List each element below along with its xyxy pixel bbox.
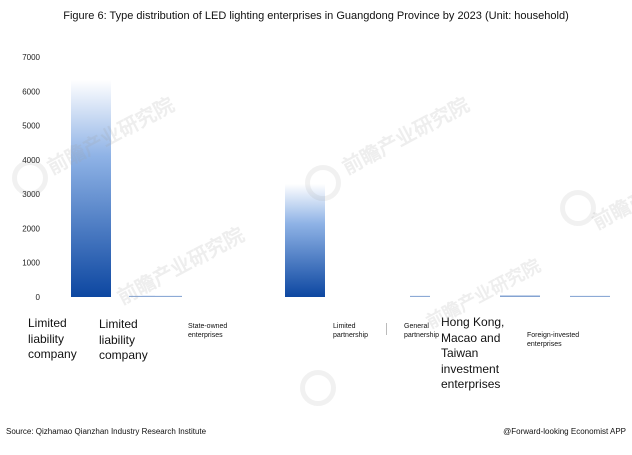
bar — [285, 183, 325, 297]
bar — [500, 295, 540, 297]
category-label: Limited liability company — [99, 317, 148, 363]
y-axis: 0 1000 2000 3000 4000 5000 6000 7000 — [22, 53, 40, 302]
y-tick-label: 6000 — [22, 87, 40, 96]
category-label: State-owned enterprises — [188, 323, 228, 339]
y-tick-label: 0 — [36, 293, 41, 302]
bar — [570, 295, 610, 297]
bar — [71, 79, 111, 297]
bar — [142, 295, 182, 297]
y-tick-label: 3000 — [22, 190, 40, 199]
divider — [386, 323, 387, 335]
category-label: Limited partnership — [333, 323, 369, 339]
bar — [410, 295, 430, 297]
y-tick-label: 5000 — [22, 122, 40, 131]
category-label: Hong Kong, Macao and Taiwan investment e… — [441, 315, 505, 392]
category-label: General partnership — [404, 323, 440, 339]
chart-title: Figure 6: Type distribution of LED light… — [63, 10, 569, 22]
category-label: Limited liability company — [28, 316, 77, 362]
category-label: Foreign-invested enterprises — [527, 332, 580, 348]
bars — [71, 79, 610, 297]
y-tick-label: 4000 — [22, 156, 40, 165]
credit-note: @Forward-looking Economist APP — [503, 427, 626, 436]
y-tick-label: 1000 — [22, 259, 40, 268]
source-note: Source: Qizhamao Qianzhan Industry Resea… — [6, 427, 207, 436]
y-tick-label: 7000 — [22, 53, 40, 62]
y-tick-label: 2000 — [22, 224, 40, 233]
